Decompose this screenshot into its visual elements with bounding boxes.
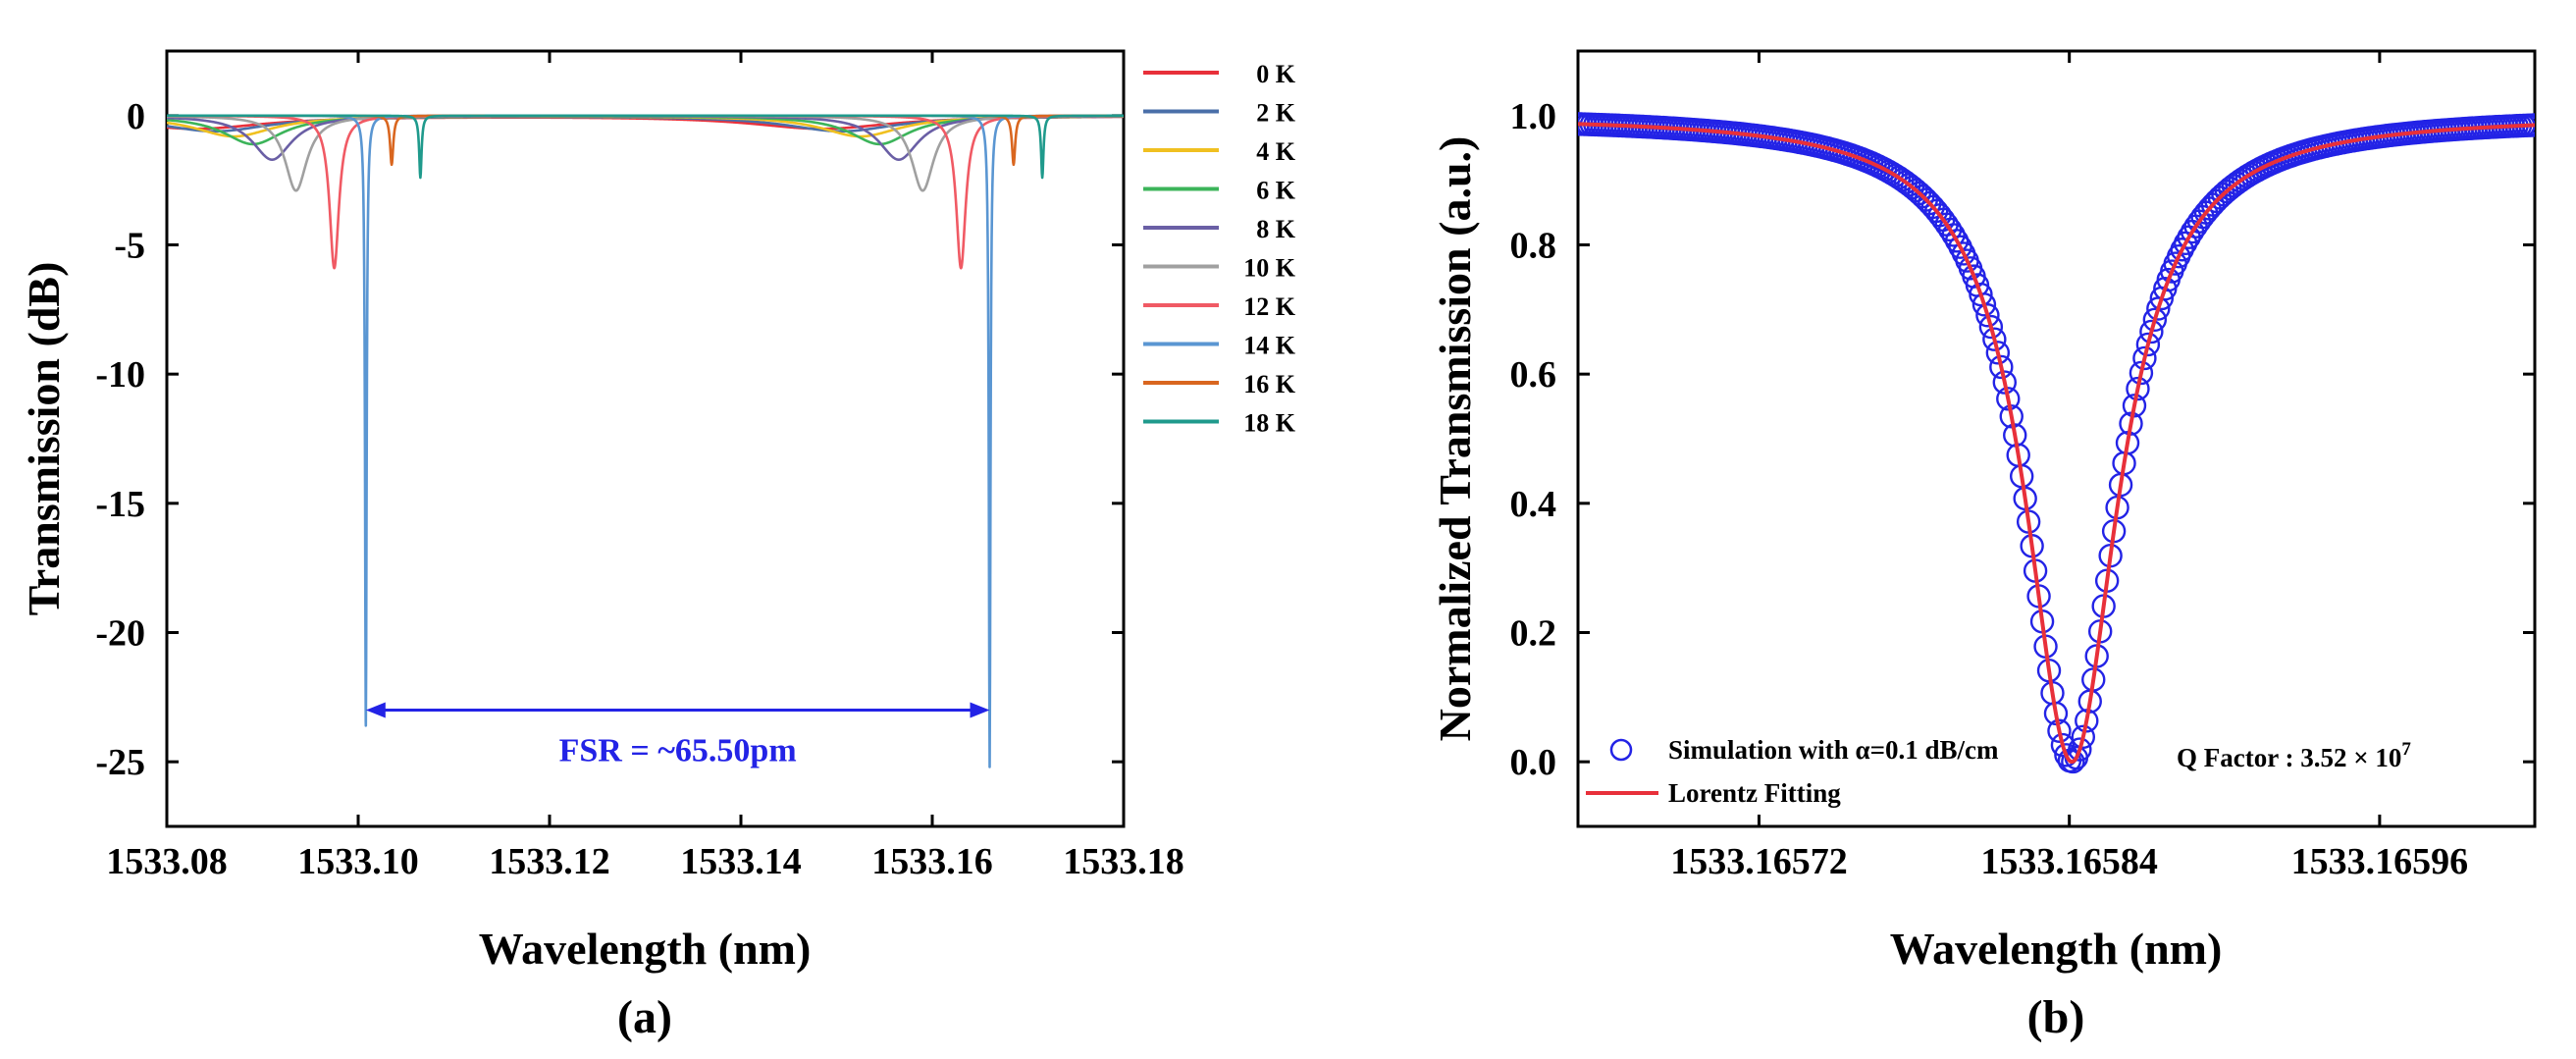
legend-label-4k: 4 K bbox=[1256, 137, 1296, 166]
simulation-point bbox=[2061, 749, 2085, 774]
simulation-point bbox=[2068, 737, 2092, 762]
y-tick-label-a: 0 bbox=[127, 96, 145, 137]
y-tick-label-a: -10 bbox=[95, 354, 145, 396]
y-tick-label-b: 0.6 bbox=[1510, 354, 1557, 396]
x-tick-label-a: 1533.08 bbox=[106, 841, 228, 882]
plot-frame-b bbox=[1576, 49, 2537, 828]
y-tick-label-b: 0.4 bbox=[1510, 484, 1557, 525]
plot-frame-a bbox=[165, 49, 1126, 828]
panel-a: 1533.08 1533.10 1533.12 1533.14 1533.16 1533.… bbox=[19, 49, 1296, 1043]
ticks-a: 1533.08 1533.10 1533.12 1533.14 1533.16 1533.… bbox=[95, 51, 1184, 882]
x-axis-title-a: Wavelength (nm) bbox=[479, 924, 812, 974]
panel-b: 1533.16572 1533.16584 1533.16596 0.0 0.2 0.4 0… bbox=[1430, 49, 2537, 1043]
legend-label-0k: 0 K bbox=[1256, 60, 1296, 88]
lorentz-fit-line bbox=[1578, 122, 2535, 765]
simulation-point bbox=[1989, 354, 2014, 380]
legend-label-2k: 2 K bbox=[1256, 99, 1296, 128]
panel-label-b: (b) bbox=[2027, 991, 2085, 1043]
y-tick-label-a: -15 bbox=[95, 484, 145, 525]
simulation-point bbox=[1978, 314, 2004, 340]
simulation-point bbox=[1992, 370, 2018, 395]
y-tick-label-b: 0.2 bbox=[1510, 613, 1557, 655]
legend-label-10k: 10 K bbox=[1243, 254, 1296, 283]
series-group-b bbox=[1578, 112, 2535, 774]
q-factor-exponent: 7 bbox=[2401, 739, 2411, 760]
y-tick-label-b: 1.0 bbox=[1510, 96, 1557, 137]
simulation-point bbox=[2071, 724, 2096, 750]
legend-label-lorentz: Lorentz Fitting bbox=[1668, 778, 1841, 808]
fsr-annotation: FSR = ~65.50pm bbox=[365, 702, 990, 769]
simulation-point bbox=[1941, 223, 1966, 247]
panel-label-a: (a) bbox=[617, 991, 672, 1043]
simulation-point bbox=[2139, 319, 2164, 344]
y-tick-label-b: 0.0 bbox=[1510, 742, 1557, 783]
x-axis-title-b: Wavelength (nm) bbox=[1890, 924, 2223, 974]
simulation-point bbox=[1982, 327, 2007, 351]
y-axis-title-b: Normalized Transmission (a.u.) bbox=[1430, 136, 1480, 742]
legend-label-16k: 16 K bbox=[1243, 370, 1296, 398]
legend-label-6k: 6 K bbox=[1256, 177, 1296, 205]
y-tick-label-a: -20 bbox=[95, 613, 145, 655]
y-tick-label-a: -5 bbox=[114, 226, 145, 267]
series-line-12k bbox=[167, 114, 1124, 270]
simulation-point bbox=[1985, 341, 2011, 365]
simulation-point bbox=[2142, 307, 2168, 333]
fsr-arrow-head-left bbox=[365, 702, 386, 718]
simulation-point bbox=[1971, 292, 1997, 317]
x-tick-label-b: 1533.16584 bbox=[1980, 841, 2158, 882]
legend-label-14k: 14 K bbox=[1243, 332, 1296, 360]
simulation-point bbox=[2132, 345, 2157, 371]
simulation-point bbox=[1975, 303, 2000, 328]
series-line-18k bbox=[167, 114, 1124, 180]
legend-marker-simulation bbox=[1609, 738, 1633, 762]
y-tick-label-a: -25 bbox=[95, 742, 145, 783]
y-tick-label-b: 0.8 bbox=[1510, 226, 1557, 267]
legend-label-12k: 12 K bbox=[1243, 292, 1296, 321]
simulation-point bbox=[2122, 394, 2147, 418]
x-tick-label-a: 1533.18 bbox=[1063, 841, 1184, 882]
legend-a: 0 K 2 K 4 K 6 K 8 K 10 K 12 K 14 K 16 K 18 K bbox=[1143, 60, 1296, 438]
q-factor-annotation: Q Factor : 3.52 × 107 bbox=[2177, 739, 2411, 772]
legend-label-8k: 8 K bbox=[1256, 215, 1296, 243]
ticks-b: 1533.16572 1533.16584 1533.16596 0.0 0.2 0.4 0… bbox=[1510, 51, 2535, 882]
legend-b: Simulation with α=0.1 dB/cm Lorentz Fitt… bbox=[1586, 735, 1999, 808]
simulation-point bbox=[2126, 376, 2150, 401]
fsr-label: FSR = ~65.50pm bbox=[559, 733, 797, 769]
legend-label-18k: 18 K bbox=[1243, 409, 1296, 438]
simulation-point bbox=[1969, 282, 1993, 307]
simulation-point bbox=[2129, 360, 2154, 386]
x-tick-label-b: 1533.16596 bbox=[2291, 841, 2469, 882]
x-tick-label-a: 1533.16 bbox=[871, 841, 993, 882]
simulation-point bbox=[2047, 718, 2072, 743]
legend-label-simulation: Simulation with α=0.1 dB/cm bbox=[1668, 735, 1999, 765]
series-group-a bbox=[167, 114, 1124, 768]
x-tick-label-a: 1533.14 bbox=[680, 841, 802, 882]
x-tick-label-a: 1533.12 bbox=[489, 841, 610, 882]
q-factor-text: Q Factor : 3.52 × 10 bbox=[2177, 743, 2401, 772]
fsr-arrow-head-right bbox=[970, 702, 990, 718]
simulation-point bbox=[2135, 332, 2161, 357]
simulation-point bbox=[1996, 387, 2021, 411]
y-axis-title-a: Transmission (dB) bbox=[19, 262, 69, 616]
x-tick-label-b: 1533.16572 bbox=[1670, 841, 1848, 882]
x-tick-label-a: 1533.10 bbox=[297, 841, 419, 882]
series-line-14k bbox=[167, 114, 1124, 768]
